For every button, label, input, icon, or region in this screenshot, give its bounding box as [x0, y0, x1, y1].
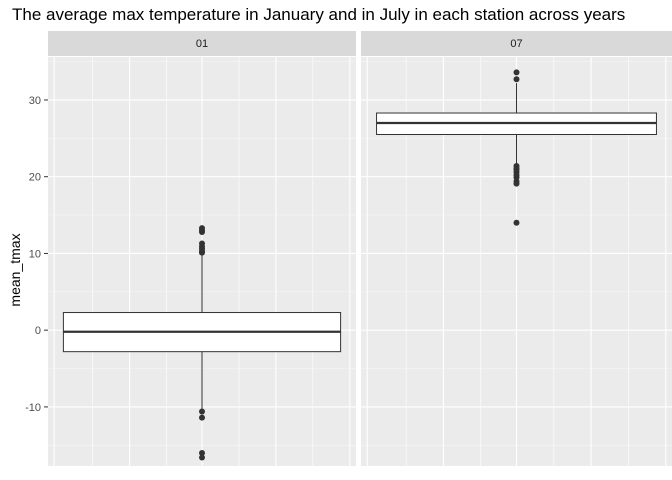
facet-strip: [48, 31, 356, 56]
facet-panel-01: 01: [48, 31, 356, 466]
y-tick-label: 0: [35, 325, 41, 337]
outlier-point: [513, 180, 520, 187]
outlier-point: [199, 449, 205, 456]
y-tick-label: 10: [29, 248, 41, 260]
facet-strip-label: 07: [510, 38, 522, 50]
y-tick-labels: -10 0 10 20 30: [25, 95, 48, 414]
y-tick-label: 20: [29, 172, 41, 184]
outlier-point: [199, 240, 205, 247]
y-tick-label: -10: [25, 402, 41, 414]
outlier-point: [513, 76, 520, 83]
outlier-point: [199, 414, 205, 421]
facet-strip-label: 01: [196, 38, 208, 50]
y-axis-title: mean_tmax: [7, 233, 23, 306]
facet-panel-07: 07: [361, 31, 672, 466]
outlier-point: [513, 69, 520, 76]
y-tick-label: 30: [29, 95, 41, 107]
facet-panels: 01 07: [48, 31, 672, 466]
outlier-point: [513, 219, 520, 226]
outlier-point: [199, 408, 205, 415]
chart-title: The average max temperature in January a…: [12, 5, 625, 24]
facet-strip: [361, 31, 672, 56]
outlier-point: [199, 225, 205, 232]
outlier-point: [199, 454, 205, 461]
